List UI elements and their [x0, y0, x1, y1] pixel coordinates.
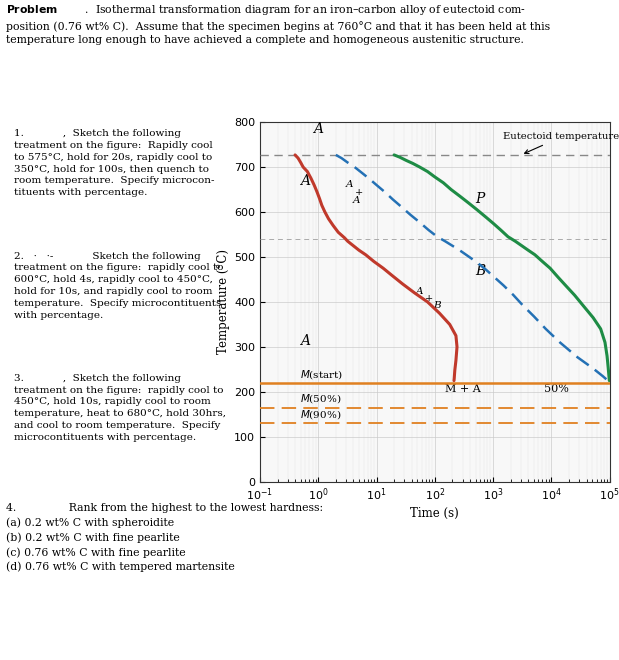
Text: $\bf{Problem}$        .  Isothermal transformation diagram for an iron–carbon al: $\bf{Problem}$ . Isothermal transformati…	[6, 3, 550, 45]
Text: 50%: 50%	[543, 384, 568, 394]
Y-axis label: Temperature (°C): Temperature (°C)	[217, 249, 230, 354]
Text: 1.            ,  Sketch the following
treatment on the figure:  Rapidly cool
to : 1. , Sketch the following treatment on t…	[14, 129, 214, 197]
Text: B: B	[433, 301, 441, 310]
Text: P: P	[475, 192, 485, 206]
Text: A: A	[346, 180, 353, 189]
Text: A: A	[416, 287, 423, 296]
Text: B: B	[475, 264, 485, 278]
X-axis label: Time (s): Time (s)	[410, 508, 459, 521]
Text: A: A	[313, 122, 323, 137]
Text: A: A	[353, 196, 360, 205]
Text: +: +	[355, 188, 363, 197]
Text: +: +	[425, 294, 433, 303]
Text: $M$(50%): $M$(50%)	[300, 393, 342, 405]
Text: A: A	[300, 174, 310, 188]
Text: 3.            ,  Sketch the following
treatment on the figure:  rapidly cool to
: 3. , Sketch the following treatment on t…	[14, 374, 225, 442]
Text: $M$(90%): $M$(90%)	[300, 408, 342, 421]
Text: Eutectoid temperature: Eutectoid temperature	[503, 133, 619, 154]
Text: M + A: M + A	[445, 384, 480, 394]
Text: $M$(start): $M$(start)	[300, 368, 344, 381]
Text: 2.   ·   ·-            Sketch the following
treatment on the figure:  rapidly co: 2. · ·- Sketch the following treatment o…	[14, 251, 223, 319]
Text: 4.               Rank from the highest to the lowest hardness:
(a) 0.2 wt% C wit: 4. Rank from the highest to the lowest h…	[6, 503, 323, 572]
Text: A: A	[300, 334, 310, 348]
